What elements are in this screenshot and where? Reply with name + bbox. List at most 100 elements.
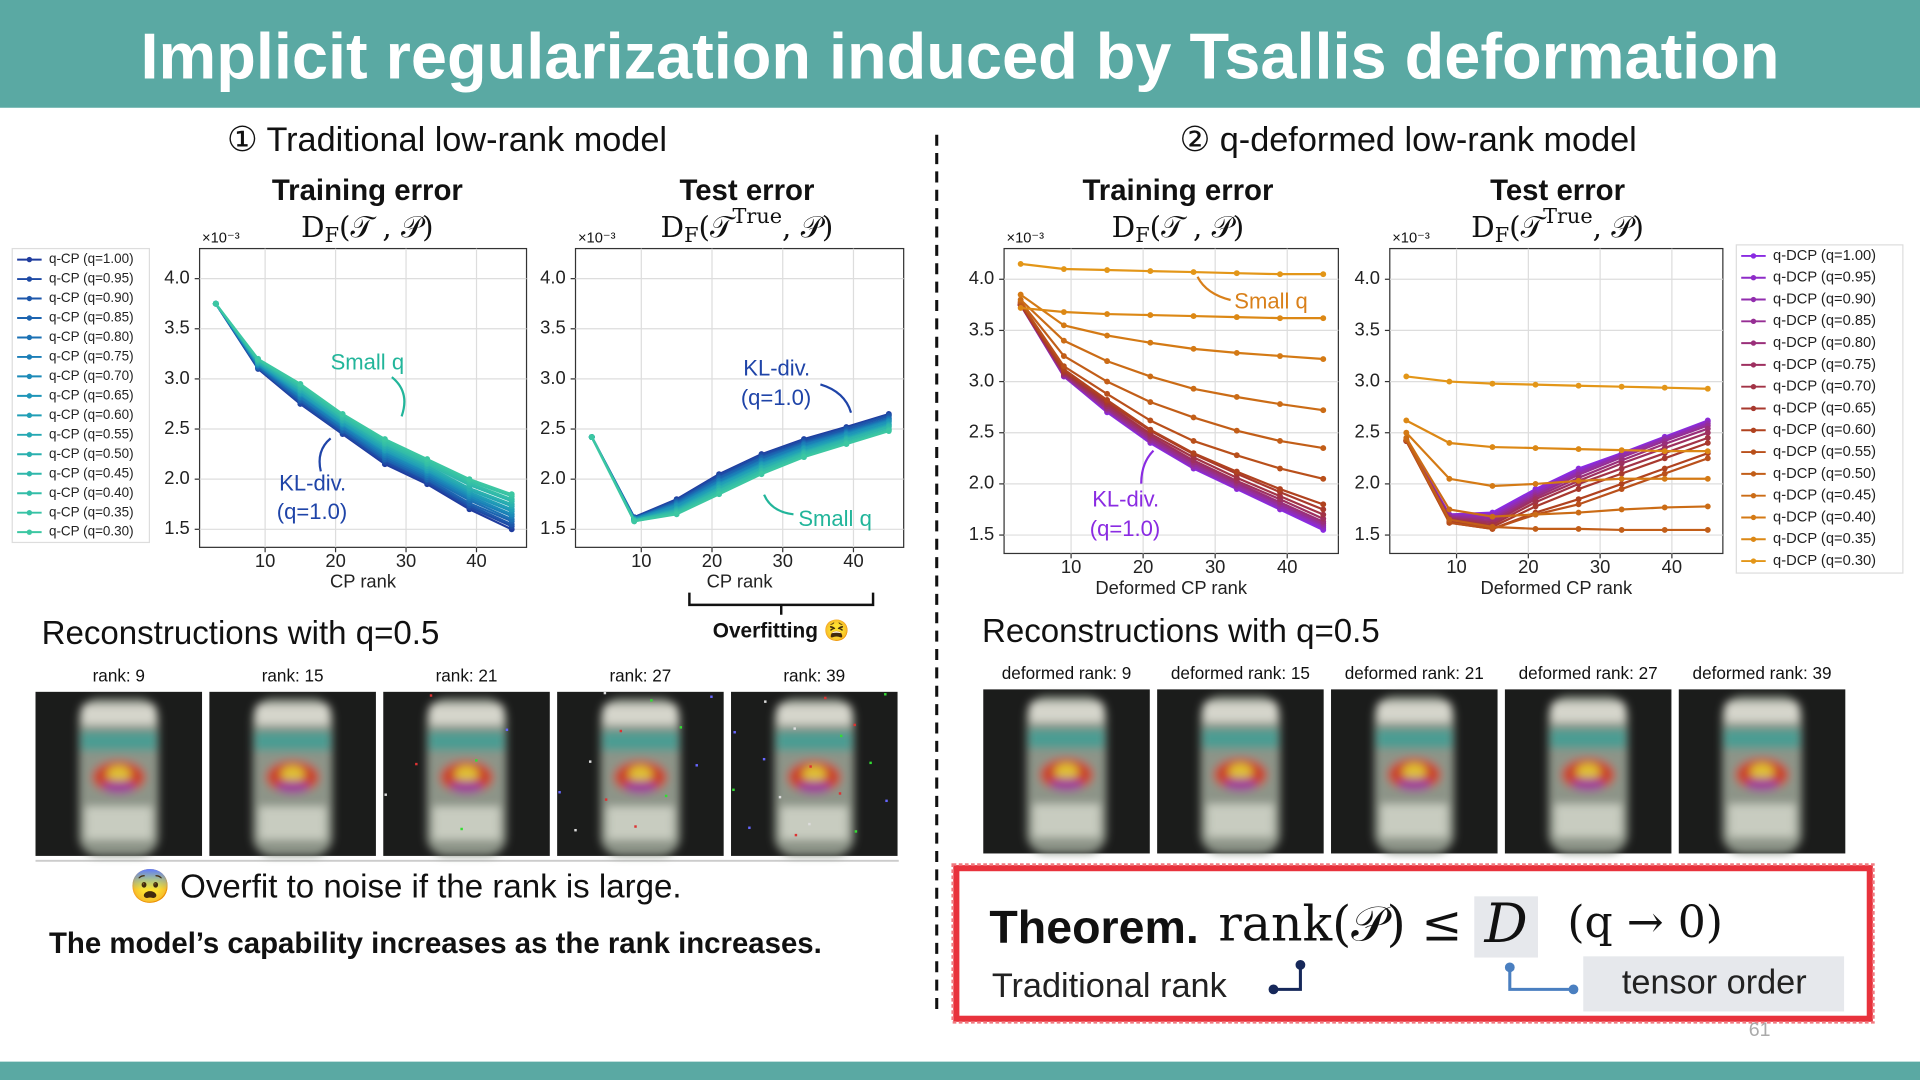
x-axis-label: Deformed CP rank bbox=[1095, 577, 1248, 598]
noise-pixel bbox=[604, 798, 608, 801]
noise-pixel bbox=[778, 795, 782, 799]
noise-pixel bbox=[505, 728, 509, 732]
series-line bbox=[1019, 298, 1324, 412]
data-point bbox=[1060, 266, 1067, 272]
can-band bbox=[1549, 728, 1627, 749]
highlight bbox=[1474, 896, 1538, 958]
can-image bbox=[426, 698, 507, 856]
data-point bbox=[843, 441, 850, 448]
series-line bbox=[1405, 439, 1709, 530]
data-point bbox=[1277, 486, 1283, 492]
legend-label: q-CP (q=0.70) bbox=[49, 368, 134, 383]
legend-label: q-CP (q=1.00) bbox=[49, 251, 134, 266]
legend-marker bbox=[1750, 492, 1757, 499]
legend-label: q-CP (q=0.30) bbox=[49, 524, 134, 539]
legend-marker bbox=[1750, 383, 1757, 390]
data-point bbox=[1147, 417, 1154, 424]
annotation: Small q bbox=[331, 350, 404, 375]
chart-formula: DF(𝒯 , 𝒫) bbox=[301, 210, 434, 247]
data-point bbox=[1618, 480, 1625, 487]
data-point bbox=[1575, 496, 1582, 503]
data-point bbox=[1618, 486, 1625, 492]
y-tick-label: 2.0 bbox=[1354, 472, 1380, 493]
image-label: rank: 15 bbox=[262, 666, 324, 686]
noise-pixel bbox=[460, 827, 463, 831]
data-point bbox=[1233, 349, 1240, 356]
data-point bbox=[1403, 429, 1410, 436]
series-line bbox=[1020, 262, 1324, 276]
legend-marker bbox=[26, 432, 33, 438]
can-logo bbox=[102, 780, 136, 794]
can-band bbox=[254, 731, 331, 751]
annotation: (q=1.0) bbox=[277, 499, 347, 524]
can-band bbox=[1028, 728, 1105, 749]
x-axis-label: Deformed CP rank bbox=[1480, 577, 1633, 598]
legend-label: q-CP (q=0.55) bbox=[49, 426, 134, 441]
y-tick-label: 1.5 bbox=[540, 517, 566, 538]
can-image bbox=[1722, 695, 1803, 854]
highlight bbox=[1583, 956, 1845, 1012]
theorem-bound: D bbox=[1484, 892, 1528, 955]
data-point bbox=[1190, 313, 1197, 320]
data-point bbox=[1489, 483, 1496, 489]
data-point bbox=[1618, 465, 1625, 472]
y-tick-label: 3.5 bbox=[540, 317, 566, 338]
data-point bbox=[1233, 474, 1240, 481]
axis-scale: ×10⁻³ bbox=[1392, 231, 1430, 247]
noise-pixel bbox=[475, 759, 478, 762]
image-label: rank: 21 bbox=[436, 666, 498, 686]
noise-pixel bbox=[762, 757, 766, 761]
legend-marker bbox=[26, 451, 33, 457]
brace bbox=[688, 592, 875, 615]
can-band bbox=[1723, 728, 1801, 749]
data-point bbox=[1489, 513, 1496, 520]
data-point bbox=[1147, 312, 1154, 319]
image-label: rank: 9 bbox=[93, 666, 145, 686]
x-tick-label: 40 bbox=[843, 550, 863, 571]
x-tick-label: 30 bbox=[773, 550, 793, 571]
data-point bbox=[1532, 381, 1539, 388]
series-line bbox=[1019, 303, 1324, 506]
x-tick-label: 10 bbox=[631, 550, 651, 571]
slide-title: Implicit regularization induced by Tsall… bbox=[141, 19, 1780, 92]
data-point bbox=[1661, 455, 1668, 462]
can-logo bbox=[1397, 777, 1431, 792]
data-point bbox=[1060, 322, 1067, 329]
connector bbox=[1508, 967, 1574, 991]
axis-scale: ×10⁻³ bbox=[578, 231, 616, 247]
connector-dot bbox=[1295, 960, 1306, 970]
axis-scale: ×10⁻³ bbox=[1007, 231, 1045, 247]
formula-part: F bbox=[1495, 223, 1509, 247]
noise-pixel bbox=[885, 799, 888, 803]
data-point bbox=[1532, 480, 1539, 487]
data-point bbox=[1147, 268, 1154, 275]
data-point bbox=[1320, 445, 1327, 452]
noise-pixel bbox=[695, 764, 698, 767]
chart-formula: DF(𝒯True, 𝒫) bbox=[661, 204, 834, 246]
can-lower bbox=[1554, 804, 1622, 838]
data-point bbox=[1233, 314, 1240, 321]
data-point bbox=[1104, 358, 1111, 365]
data-point bbox=[466, 476, 473, 483]
chart-title: Training error bbox=[272, 174, 463, 207]
data-point bbox=[1704, 385, 1711, 392]
can-band bbox=[775, 731, 853, 751]
data-point bbox=[1704, 434, 1711, 441]
can-lower bbox=[780, 806, 848, 840]
data-point bbox=[212, 300, 219, 307]
data-point bbox=[1060, 363, 1067, 370]
x-tick-label: 30 bbox=[396, 550, 416, 571]
noise-pixel bbox=[650, 699, 653, 702]
x-tick-label: 30 bbox=[1205, 556, 1225, 577]
can-top bbox=[1725, 702, 1799, 723]
annotation: KL-div. bbox=[743, 356, 810, 381]
noise-pixel bbox=[558, 791, 561, 794]
y-tick-label: 2.0 bbox=[164, 467, 190, 488]
data-point bbox=[1575, 382, 1582, 389]
series-line bbox=[1405, 427, 1709, 522]
can-top bbox=[1377, 702, 1451, 723]
formula-part: (𝒯 , 𝒫) bbox=[339, 210, 434, 244]
noise-pixel bbox=[710, 695, 713, 698]
legend-label: q-DCP (q=0.35) bbox=[1773, 531, 1876, 547]
legend-marker bbox=[1750, 405, 1757, 412]
